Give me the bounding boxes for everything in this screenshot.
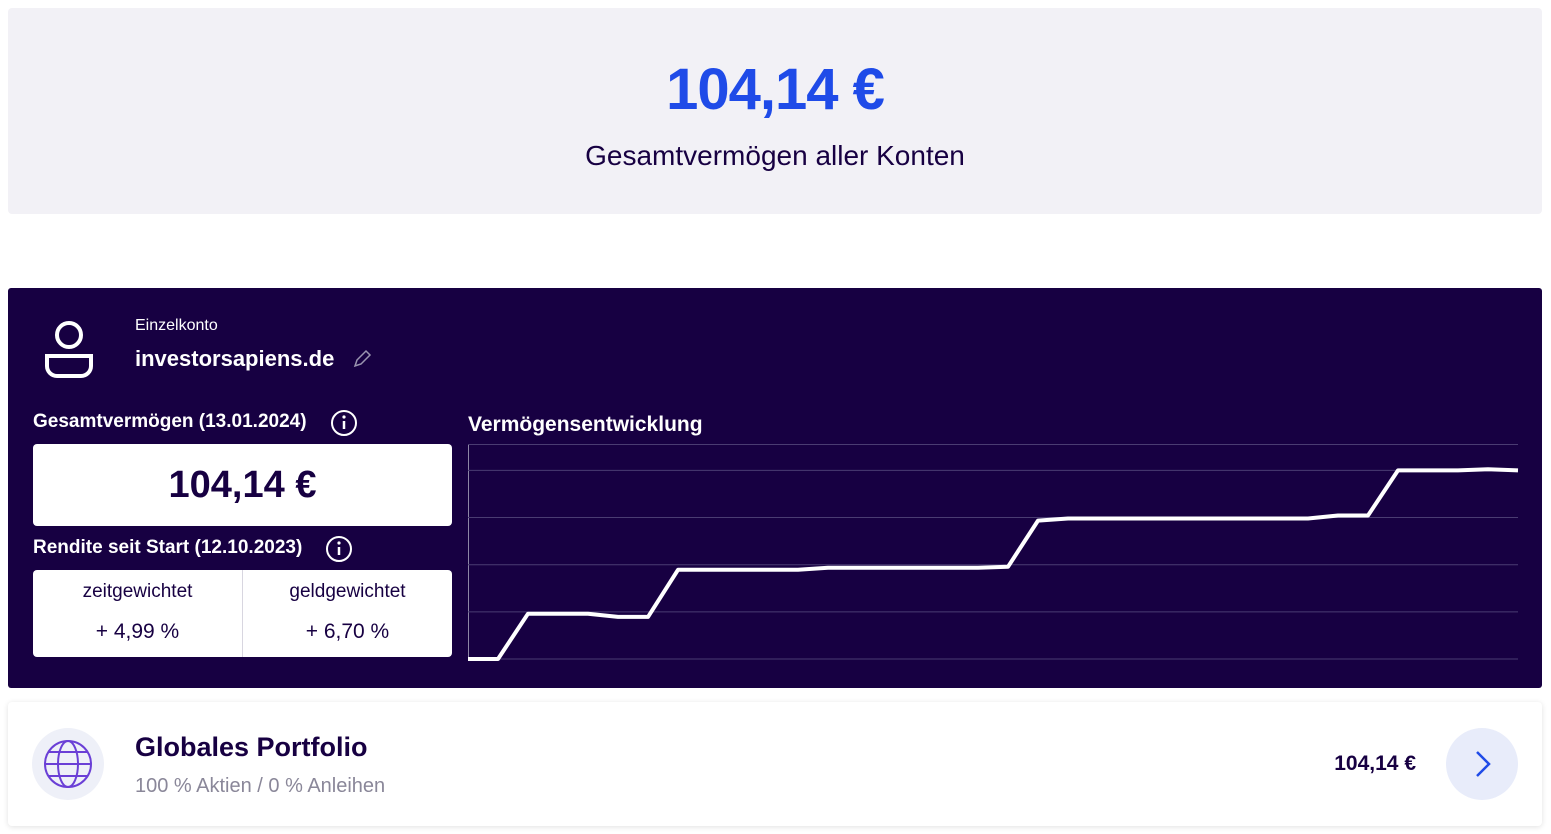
account-card: Einzelkonto investorsapiens.de Gesamtver… — [8, 288, 1542, 688]
account-type: Einzelkonto — [135, 317, 218, 334]
portfolio-allocation: 100 % Aktien / 0 % Anleihen — [135, 775, 386, 797]
account-name[interactable]: investorsapiens.de — [135, 346, 335, 371]
line-series — [468, 467, 1519, 661]
total-amount: 104,14 € — [666, 57, 885, 122]
total-label: Gesamtvermögen aller Konten — [585, 140, 965, 171]
return-label: Rendite seit Start (12.10.2023) — [33, 537, 303, 558]
open-button[interactable] — [1446, 728, 1518, 800]
return-type: zeitgewichtet — [82, 581, 193, 602]
total-date-label: Gesamtvermögen (13.01.2024) — [33, 411, 307, 432]
returns-box: zeitgewichtet + 4,99 % geldgewichtet + 6… — [33, 570, 452, 657]
account-total: 104,14 € — [33, 444, 452, 526]
return-cell: geldgewichtet + 6,70 % — [243, 570, 452, 657]
globe-icon — [32, 728, 104, 800]
portfolio-name: Globales Portfolio — [135, 732, 368, 762]
return-value: + 6,70 % — [305, 620, 390, 643]
info-icon[interactable] — [330, 409, 358, 437]
portfolio-value: 104,14 € — [1334, 752, 1416, 775]
chart — [468, 444, 1519, 661]
total-card: 104,14 € Gesamtvermögen aller Konten — [8, 8, 1542, 214]
portfolio-card[interactable]: Globales Portfolio 100 % Aktien / 0 % An… — [8, 702, 1542, 826]
return-value: + 4,99 % — [95, 620, 180, 643]
chart-title: Vermögensentwicklung — [468, 413, 703, 436]
return-cell: zeitgewichtet + 4,99 % — [33, 570, 243, 657]
info-icon[interactable] — [325, 535, 353, 563]
person-icon — [45, 321, 93, 378]
edit-icon[interactable] — [352, 349, 372, 369]
return-type: geldgewichtet — [289, 581, 406, 602]
